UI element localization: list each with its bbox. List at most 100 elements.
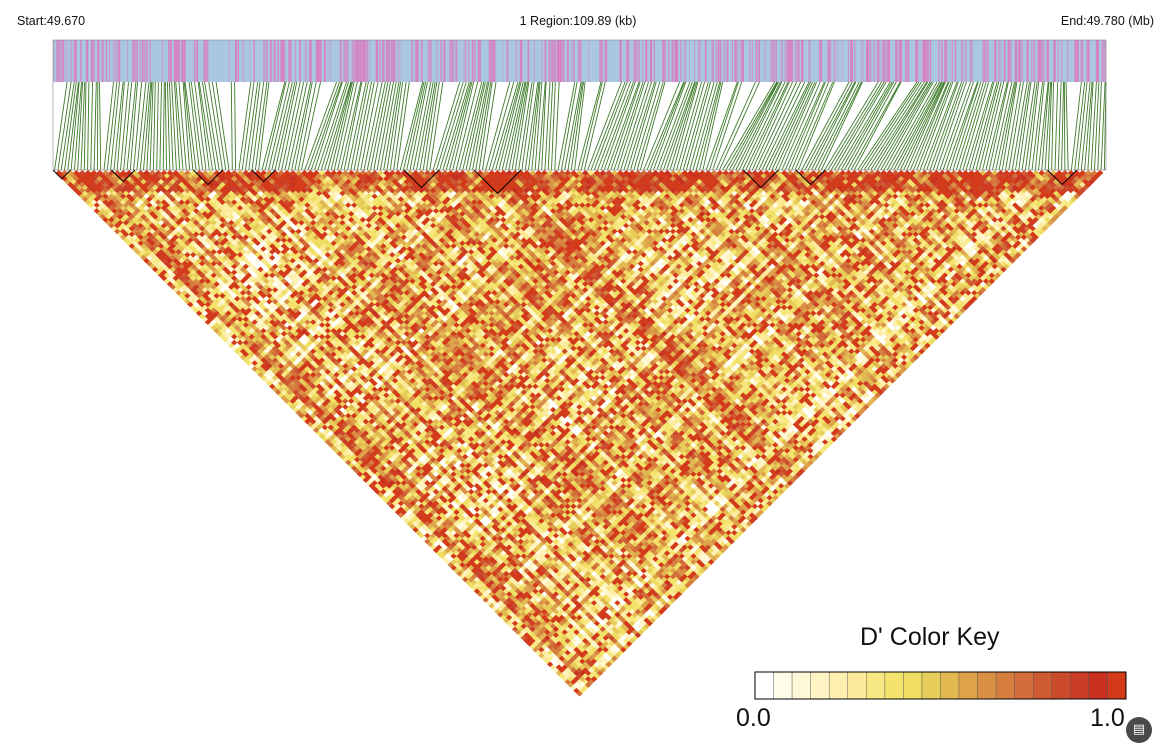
snp-tick	[521, 40, 523, 82]
snp-tick	[204, 40, 206, 82]
snp-tick	[952, 40, 954, 82]
snp-tick	[854, 40, 855, 82]
snp-tick	[626, 40, 628, 82]
snp-connector-line	[252, 82, 264, 170]
snp-tick	[134, 40, 136, 82]
snp-connector-line	[1066, 82, 1068, 170]
snp-tick	[588, 40, 589, 82]
snp-tick	[399, 40, 400, 82]
snp-tick	[1087, 40, 1089, 82]
snp-tick	[106, 40, 108, 82]
snp-tick	[80, 40, 81, 82]
snp-tick	[672, 40, 674, 82]
snp-tick	[542, 40, 543, 82]
snp-tick	[267, 40, 268, 82]
snp-tick	[883, 40, 885, 82]
snp-connector-line	[338, 82, 358, 170]
snp-tick	[1008, 40, 1010, 82]
snp-tick	[719, 40, 720, 82]
snp-tick	[713, 40, 714, 82]
snp-tick	[563, 40, 564, 82]
snp-tick	[1001, 40, 1002, 82]
snp-tick	[567, 40, 569, 82]
snp-connector-line	[772, 82, 813, 170]
snp-tick	[207, 40, 209, 82]
snp-tick	[560, 40, 561, 82]
snp-tick	[737, 40, 738, 82]
snp-tick	[330, 40, 331, 82]
snp-tick	[391, 40, 393, 82]
snp-tick	[235, 40, 237, 82]
snp-tick	[600, 40, 602, 82]
snp-tick	[571, 40, 572, 82]
snp-tick	[795, 40, 797, 82]
snp-tick	[764, 40, 765, 82]
snp-tick	[835, 40, 836, 82]
snp-connector-line	[249, 82, 260, 170]
snp-tick	[905, 40, 907, 82]
snp-tick	[749, 40, 751, 82]
snp-tick	[183, 40, 185, 82]
snp-tick	[938, 40, 939, 82]
snp-tick	[283, 40, 285, 82]
snp-tick	[819, 40, 820, 82]
snp-tick	[516, 40, 517, 82]
snp-tick	[356, 40, 358, 82]
snp-tick	[680, 40, 682, 82]
snp-tick	[775, 40, 777, 82]
snp-tick	[179, 40, 180, 82]
snp-tick	[270, 40, 272, 82]
snp-connector-line	[854, 82, 901, 170]
snp-tick	[115, 40, 117, 82]
snp-tick	[544, 40, 546, 82]
snp-connector-line	[683, 82, 708, 170]
snp-tick	[984, 40, 985, 82]
snp-tick	[243, 40, 244, 82]
snp-tick	[362, 40, 364, 82]
snp-tick	[798, 40, 799, 82]
snp-tick	[578, 40, 580, 82]
snp-tick	[328, 40, 329, 82]
snp-tick	[771, 40, 772, 82]
snp-connector-line	[673, 82, 698, 170]
snp-tick	[345, 40, 347, 82]
snp-tick	[1058, 40, 1059, 82]
snp-tick	[181, 40, 182, 82]
snp-connector-line	[1009, 82, 1024, 170]
snp-tick	[347, 40, 348, 82]
snp-tick	[1010, 40, 1012, 82]
snp-tick	[898, 40, 899, 82]
snp-tick	[716, 40, 718, 82]
snp-tick	[478, 40, 479, 82]
snp-tick	[574, 40, 575, 82]
snp-tick	[489, 40, 491, 82]
snp-tick	[86, 40, 88, 82]
snp-tick	[142, 40, 143, 82]
snp-tick	[494, 40, 496, 82]
snp-tick	[91, 40, 93, 82]
snp-tick	[421, 40, 423, 82]
snp-tick	[1104, 40, 1106, 82]
snp-tick	[668, 40, 670, 82]
snp-tick	[162, 40, 164, 82]
snp-tick	[1102, 40, 1104, 82]
snp-tick	[411, 40, 413, 82]
snp-tick	[491, 40, 493, 82]
snp-tick	[605, 40, 606, 82]
snp-tick	[888, 40, 889, 82]
snp-tick	[874, 40, 875, 82]
snp-tick	[450, 40, 451, 82]
snp-tick	[664, 40, 666, 82]
snp-tick	[654, 40, 655, 82]
snp-tick	[1048, 40, 1049, 82]
snp-tick	[316, 40, 318, 82]
snp-tick	[770, 40, 771, 82]
snp-tick	[645, 40, 647, 82]
snp-tick	[580, 40, 582, 82]
snp-tick	[1074, 40, 1075, 82]
snp-connector-line	[1052, 82, 1054, 170]
snp-tick	[127, 40, 128, 82]
snp-connector-line	[205, 82, 220, 170]
ld-heatmap-triangle	[56, 170, 1104, 697]
snp-connector-line	[160, 82, 162, 170]
